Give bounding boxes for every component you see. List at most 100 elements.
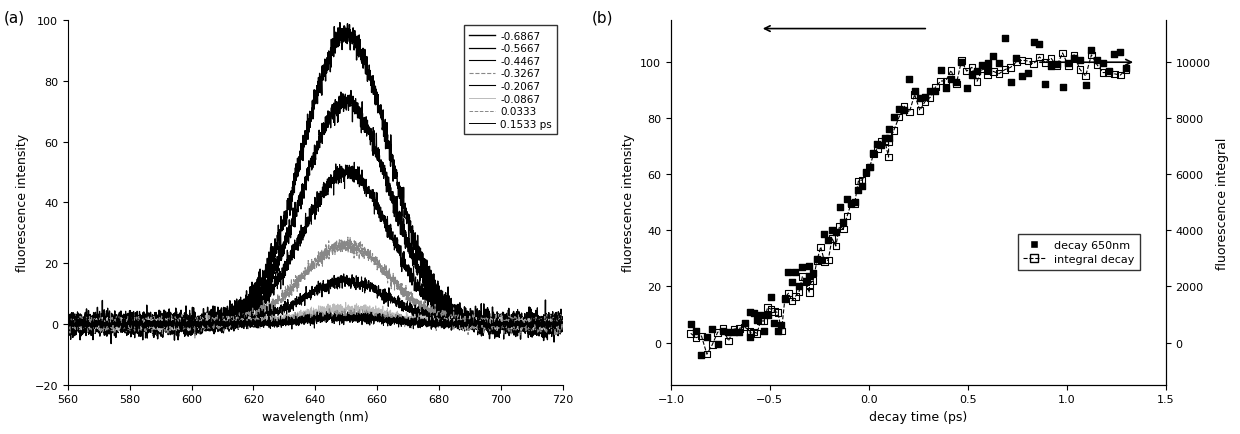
integral decay	[946, 82, 966, 89]
decay 650nm	[1105, 52, 1125, 59]
integral decay	[852, 177, 872, 184]
integral decay	[867, 145, 887, 152]
integral decay	[775, 295, 795, 302]
decay 650nm	[990, 60, 1009, 67]
integral decay	[768, 309, 787, 316]
decay 650nm	[750, 312, 770, 319]
decay 650nm	[889, 106, 909, 113]
decay 650nm	[748, 316, 768, 323]
decay 650nm	[1001, 79, 1021, 86]
integral decay	[848, 178, 868, 185]
integral decay	[1081, 53, 1101, 59]
Text: (b): (b)	[591, 10, 614, 25]
integral decay	[815, 259, 835, 266]
decay 650nm	[818, 237, 838, 243]
decay 650nm	[686, 327, 706, 334]
integral decay	[875, 138, 895, 145]
integral decay	[841, 201, 861, 208]
decay 650nm	[925, 89, 945, 95]
integral decay	[708, 329, 728, 336]
X-axis label: decay time (ps): decay time (ps)	[869, 410, 967, 423]
decay 650nm	[1070, 58, 1090, 65]
decay 650nm	[800, 273, 820, 279]
integral decay	[830, 223, 849, 230]
decay 650nm	[796, 277, 816, 284]
decay 650nm	[841, 200, 861, 207]
decay 650nm	[977, 60, 997, 67]
decay 650nm	[826, 229, 846, 236]
integral decay	[931, 79, 951, 85]
decay 650nm	[782, 279, 802, 286]
decay 650nm	[807, 256, 827, 263]
integral decay	[1053, 50, 1073, 57]
decay 650nm	[713, 328, 733, 335]
integral decay	[1105, 71, 1125, 78]
decay 650nm	[1059, 61, 1079, 68]
integral decay	[859, 164, 879, 171]
integral decay	[884, 128, 904, 135]
integral decay	[761, 306, 781, 313]
integral decay	[724, 326, 744, 333]
decay 650nm	[844, 199, 864, 206]
decay 650nm	[822, 227, 842, 234]
integral decay	[735, 324, 755, 331]
integral decay	[758, 305, 777, 312]
integral decay	[1087, 62, 1107, 69]
integral decay	[844, 201, 864, 207]
integral decay	[811, 244, 831, 251]
integral decay	[957, 69, 977, 76]
integral decay	[692, 333, 712, 340]
integral decay	[782, 298, 802, 305]
integral decay	[863, 151, 883, 158]
decay 650nm	[1076, 82, 1096, 89]
decay 650nm	[910, 95, 930, 102]
decay 650nm	[754, 328, 774, 335]
decay 650nm	[697, 334, 717, 341]
integral decay	[681, 330, 701, 337]
integral decay	[1092, 70, 1112, 77]
decay 650nm	[779, 269, 799, 276]
integral decay	[686, 335, 706, 342]
decay 650nm	[967, 69, 987, 76]
decay 650nm	[1035, 82, 1055, 89]
integral decay	[1024, 61, 1044, 68]
integral decay	[789, 289, 808, 296]
integral decay	[1059, 63, 1079, 70]
integral decay	[718, 338, 738, 345]
integral decay	[920, 95, 940, 102]
decay 650nm	[775, 296, 795, 303]
decay 650nm	[830, 204, 849, 210]
decay 650nm	[1047, 61, 1066, 68]
decay 650nm	[1007, 55, 1027, 62]
decay 650nm	[1116, 65, 1136, 72]
decay 650nm	[1081, 48, 1101, 55]
integral decay	[872, 138, 892, 145]
decay 650nm	[744, 309, 764, 316]
integral decay	[1007, 59, 1027, 66]
integral decay	[936, 78, 956, 85]
decay 650nm	[1053, 84, 1073, 91]
decay 650nm	[702, 326, 722, 333]
integral decay	[765, 308, 785, 315]
decay 650nm	[765, 320, 785, 327]
decay 650nm	[1110, 49, 1130, 56]
decay 650nm	[863, 150, 883, 157]
decay 650nm	[899, 77, 919, 84]
decay 650nm	[815, 230, 835, 237]
integral decay	[740, 330, 760, 337]
decay 650nm	[856, 169, 875, 176]
integral decay	[972, 66, 992, 73]
integral decay	[779, 290, 799, 297]
integral decay	[826, 243, 846, 250]
decay 650nm	[768, 327, 787, 334]
Y-axis label: fluorescence integral: fluorescence integral	[1216, 137, 1229, 269]
integral decay	[792, 273, 812, 280]
decay 650nm	[681, 321, 701, 328]
decay 650nm	[1018, 70, 1038, 77]
integral decay	[1042, 56, 1061, 62]
decay 650nm	[758, 312, 777, 319]
integral decay	[977, 68, 997, 75]
decay 650nm	[852, 183, 872, 190]
integral decay	[951, 58, 971, 65]
decay 650nm	[792, 263, 812, 270]
